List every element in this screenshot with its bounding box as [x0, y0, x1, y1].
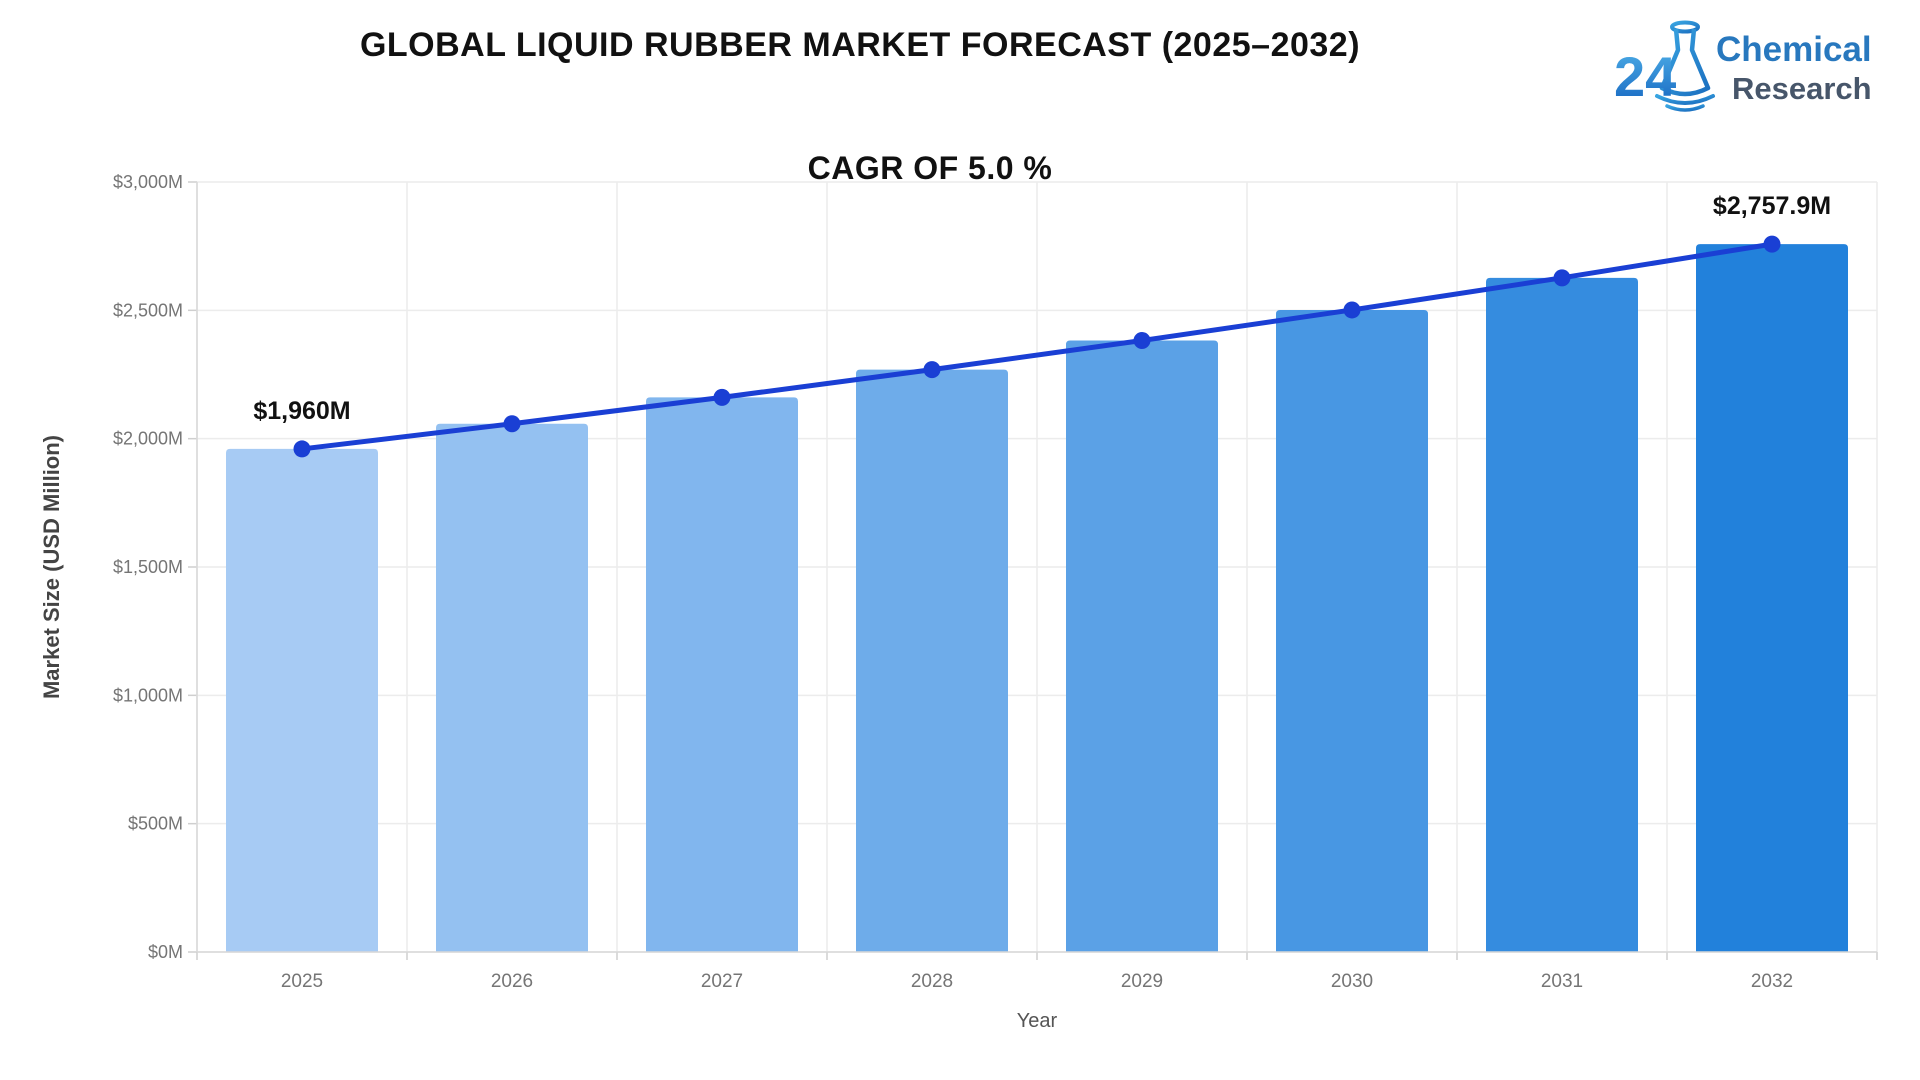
point-2029 [1133, 332, 1151, 350]
bar-2029 [1066, 340, 1218, 952]
x-axis-title: Year [1016, 1010, 1058, 1032]
point-2030 [1343, 301, 1361, 319]
point-2026 [503, 415, 521, 433]
value-label-2025: $1,960M [253, 397, 350, 425]
logo-word-research: Research [1732, 71, 1872, 106]
point-2027 [713, 388, 731, 406]
y-tick-label: $2,500M [113, 300, 183, 320]
value-label-2032: $2,757.9M [1713, 192, 1831, 220]
point-2031 [1553, 269, 1571, 287]
bar-2028 [856, 369, 1008, 952]
bar-2026 [436, 423, 588, 952]
logo-graphic: 24 Chemical Research [1614, 20, 1872, 112]
x-tick-label-2027: 2027 [701, 971, 743, 992]
bar-2030 [1276, 309, 1428, 952]
y-tick-label: $0M [148, 942, 183, 962]
logo-word-chemical: Chemical [1716, 30, 1872, 69]
bar-2027 [646, 397, 798, 952]
flask-icon [1655, 20, 1715, 112]
bar-2032 [1696, 244, 1848, 952]
x-tick-label-2029: 2029 [1121, 971, 1163, 992]
logo-number: 24 [1614, 45, 1676, 108]
x-tick-label-2026: 2026 [491, 971, 533, 992]
bar-2025 [226, 448, 378, 952]
bar-2031 [1486, 277, 1638, 952]
y-tick-label: $1,000M [113, 685, 183, 705]
y-tick-label: $1,500M [113, 557, 183, 577]
x-tick-label-2025: 2025 [281, 971, 323, 992]
point-2032 [1763, 235, 1781, 253]
chart-subtitle: CAGR OF 5.0 % [807, 150, 1053, 186]
point-2025 [293, 440, 311, 458]
x-tick-label-2032: 2032 [1751, 971, 1793, 992]
logo: 24 Chemical Research [1612, 14, 1902, 118]
y-tick-label: $500M [128, 814, 183, 834]
chart-title: GLOBAL LIQUID RUBBER MARKET FORECAST (20… [359, 26, 1361, 64]
point-2028 [923, 361, 941, 379]
x-tick-label-2030: 2030 [1331, 971, 1373, 992]
x-tick-label-2031: 2031 [1541, 971, 1583, 992]
x-tick-label-2028: 2028 [911, 971, 953, 992]
y-tick-label: $2,000M [113, 429, 183, 449]
trend-line [299, 241, 1775, 452]
y-tick-label: $3,000M [113, 172, 183, 192]
